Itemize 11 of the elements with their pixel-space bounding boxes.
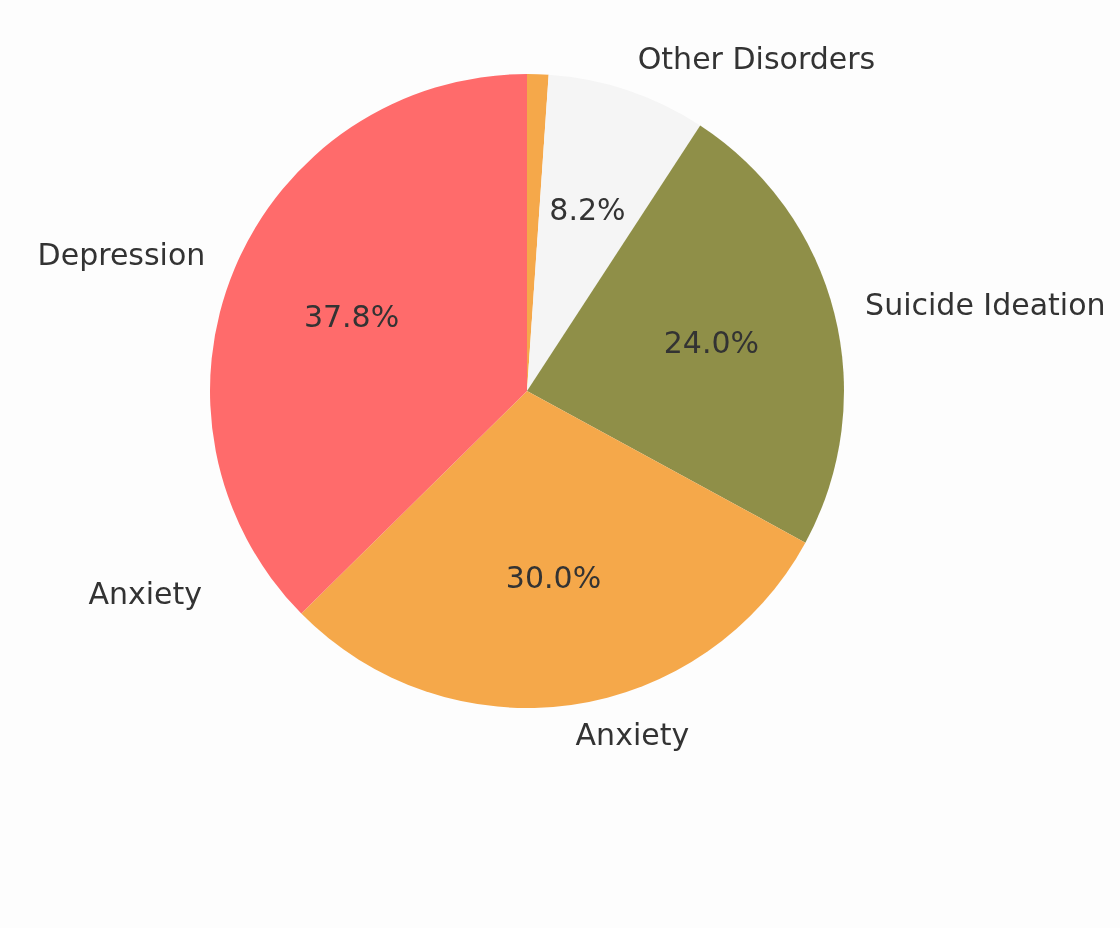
slice-label: Anxiety [575,717,690,753]
data-label: 8.2% [549,191,626,227]
pie-slice [527,125,844,543]
text: Anxiety [88,576,203,612]
slice-label: Depression [37,237,206,273]
pie-slice [301,391,806,708]
data-label: 24.0% [663,325,760,361]
slice-label: Suicide Ideation [865,286,1106,322]
data-label: 30.0% [505,560,602,596]
slice-label: Other Disorders [637,41,876,77]
data-label: 37.8% [303,298,400,334]
